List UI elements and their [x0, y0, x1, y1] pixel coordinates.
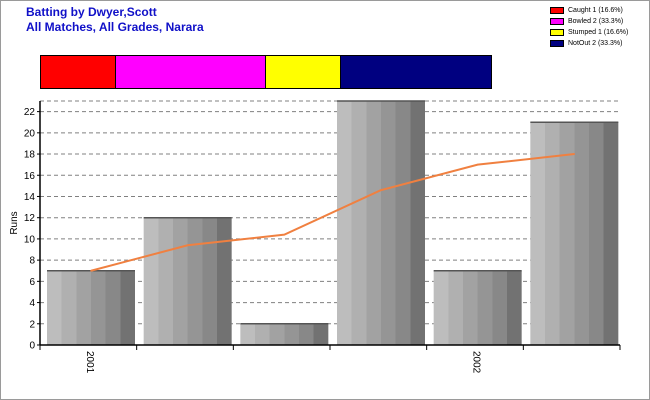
bar-3 [337, 101, 425, 345]
dismissal-segment-stumped [265, 56, 341, 88]
legend-label-notout: NotOut 2 (33.3%) [568, 40, 623, 47]
legend-swatch-stumped [550, 29, 564, 36]
bar-1 [143, 217, 232, 345]
bar-2 [240, 323, 329, 345]
series-point-0-4 [476, 163, 479, 166]
ytick-label-6: 6 [29, 277, 35, 288]
ytick-label-20: 20 [24, 128, 36, 139]
bar-4 [433, 270, 522, 345]
chart-title: Batting by Dwyer,Scott [26, 5, 157, 19]
chart-subtitle: All Matches, All Grades, Narara [26, 20, 204, 34]
ytick-label-10: 10 [24, 234, 36, 245]
legend-label-stumped: Stumped 1 (16.6%) [568, 29, 629, 36]
legend-label-caught: Caught 1 (16.6%) [568, 7, 623, 14]
legend-swatch-notout [550, 40, 564, 47]
ytick-label-18: 18 [24, 150, 36, 161]
series-point-0-5 [573, 153, 576, 155]
legend-item-bowled: Bowled 2 (33.3%) [550, 16, 628, 27]
xtick-label-2002: 2002 [471, 351, 482, 374]
legend-item-stumped: Stumped 1 (16.6%) [550, 27, 628, 38]
legend-item-caught: Caught 1 (16.6%) [550, 5, 628, 16]
ytick-label-22: 22 [24, 107, 36, 118]
bar-5 [530, 122, 619, 345]
ytick-label-2: 2 [29, 319, 35, 330]
ytick-label-12: 12 [24, 213, 36, 224]
dismissal-segment-bowled [116, 56, 266, 88]
dismissal-segment-caught [41, 56, 116, 88]
legend-label-bowled: Bowled 2 (33.3%) [568, 18, 624, 25]
series-point-0-3 [380, 189, 382, 191]
y-axis-label: Runs [9, 211, 20, 234]
bar-0 [47, 270, 135, 345]
ytick-label-16: 16 [24, 171, 36, 182]
ytick-label-14: 14 [24, 192, 36, 203]
legend-swatch-bowled [550, 18, 564, 25]
series-line-0 [90, 153, 575, 272]
ytick-label-4: 4 [29, 298, 35, 309]
legend-swatch-caught [550, 7, 564, 14]
series-point-0-0 [90, 269, 92, 272]
legend-item-notout: NotOut 2 (33.3%) [550, 38, 628, 49]
ytick-label-8: 8 [29, 256, 35, 267]
legend: Caught 1 (16.6%) Bowled 2 (33.3%) Stumpe… [550, 5, 628, 49]
xtick-label-2001: 2001 [84, 351, 95, 374]
dismissal-stacked-bar [40, 55, 492, 89]
ytick-label-0: 0 [29, 341, 35, 352]
series-point-0-1 [186, 244, 189, 247]
series-point-0-2 [283, 233, 286, 236]
dismissal-segment-notout [340, 56, 491, 88]
